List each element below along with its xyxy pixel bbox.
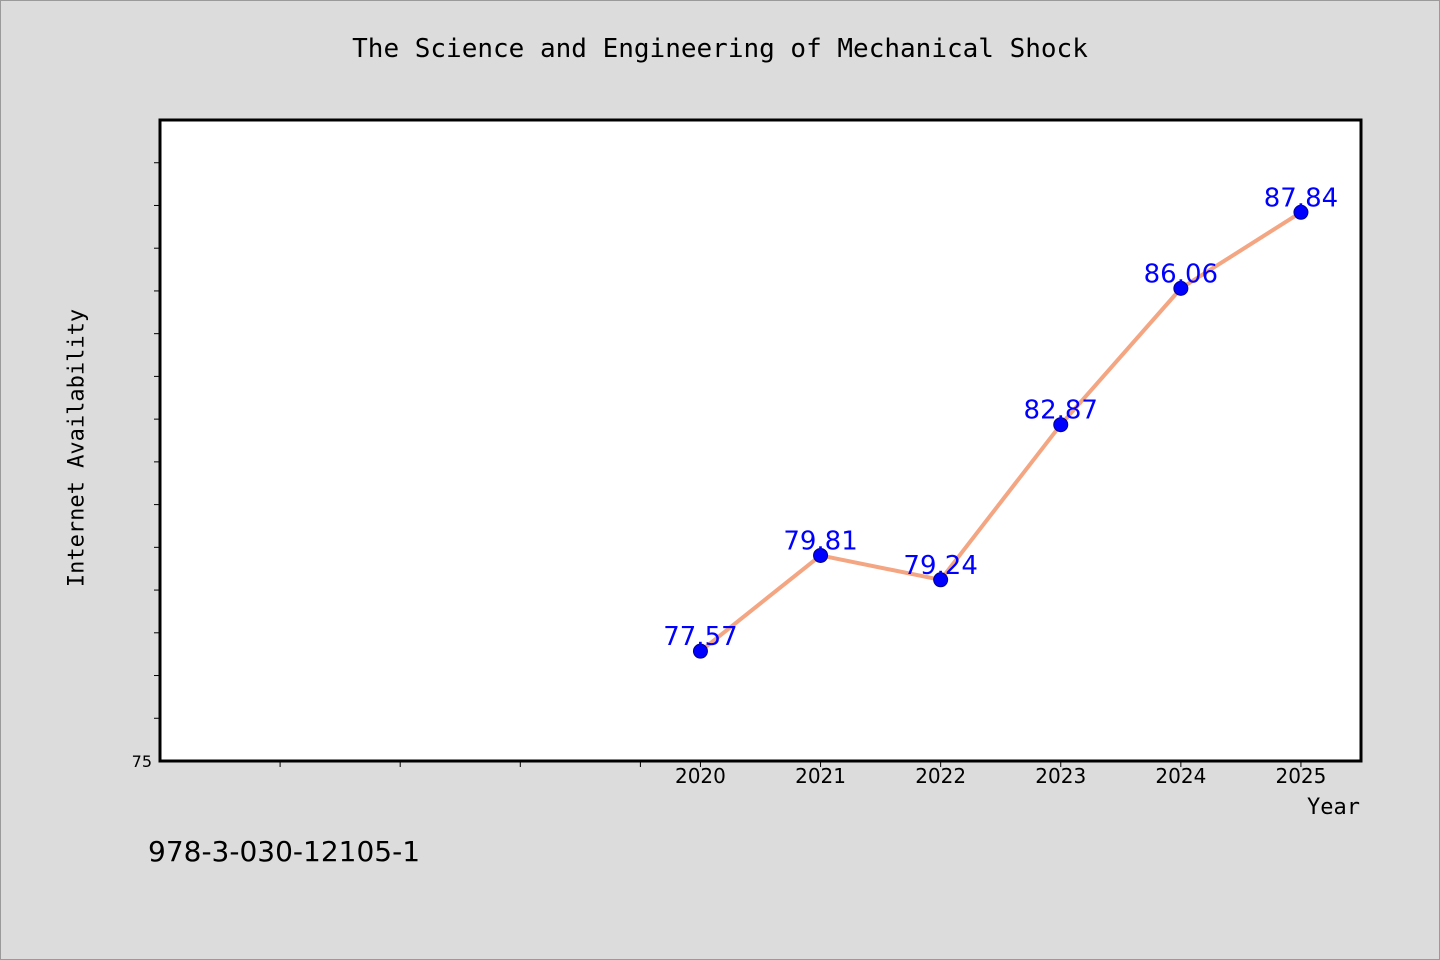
x-tick-label: 2022 bbox=[915, 764, 966, 788]
data-point bbox=[933, 572, 949, 588]
x-tick-label: 2023 bbox=[1035, 764, 1086, 788]
x-tick-label: 2025 bbox=[1275, 764, 1326, 788]
isbn-text: 978-3-030-12105-1 bbox=[148, 835, 421, 868]
y-tick-label: 75 bbox=[132, 752, 152, 771]
data-point bbox=[1053, 417, 1069, 433]
data-point bbox=[692, 643, 708, 659]
x-tick-label: 2024 bbox=[1155, 764, 1206, 788]
series-line bbox=[699, 210, 1303, 653]
x-axis-label: Year bbox=[1307, 795, 1360, 820]
data-point bbox=[1293, 204, 1309, 220]
data-label: 79.81 bbox=[783, 526, 857, 556]
data-label: 79.24 bbox=[903, 551, 977, 581]
data-point bbox=[1173, 280, 1189, 296]
data-point bbox=[813, 547, 829, 563]
data-label: 77.57 bbox=[663, 622, 737, 652]
plot-area bbox=[158, 118, 1363, 763]
data-label: 86.06 bbox=[1144, 259, 1218, 289]
data-label: 87.84 bbox=[1264, 183, 1338, 213]
x-tick-label: 2021 bbox=[795, 764, 846, 788]
data-label: 82.87 bbox=[1024, 396, 1098, 426]
x-tick-label: 2020 bbox=[675, 764, 726, 788]
chart-title: The Science and Engineering of Mechanica… bbox=[352, 34, 1088, 64]
